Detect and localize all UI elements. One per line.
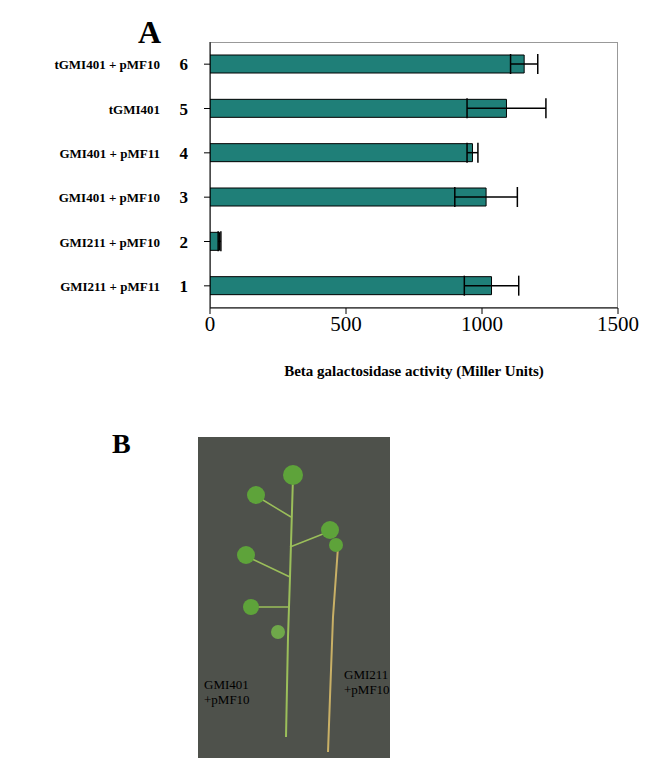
svg-text:GMI211+pMF10: GMI211+pMF10: [344, 667, 390, 697]
svg-text:500: 500: [330, 312, 362, 336]
svg-text:tGMI401: tGMI401: [109, 102, 160, 117]
svg-text:GMI401 + pMF10: GMI401 + pMF10: [59, 190, 160, 205]
svg-text:tGMI401 + pMF10: tGMI401 + pMF10: [54, 57, 160, 72]
svg-text:GMI211 + pMF11: GMI211 + pMF11: [60, 279, 160, 294]
svg-text:GMI211 + pMF10: GMI211 + pMF10: [59, 235, 160, 250]
svg-text:2: 2: [180, 233, 189, 252]
svg-text:GMI401+pMF10: GMI401+pMF10: [204, 677, 250, 707]
svg-text:3: 3: [180, 188, 189, 207]
svg-text:4: 4: [180, 144, 189, 163]
svg-text:GMI401 + pMF11: GMI401 + pMF11: [59, 146, 160, 161]
svg-text:6: 6: [180, 55, 189, 74]
html-text:A: A: [138, 14, 162, 50]
svg-text:5: 5: [180, 100, 189, 119]
svg-text:Beta galactosidase activity (M: Beta galactosidase activity (Miller Unit…: [284, 363, 544, 380]
svg-text:1: 1: [180, 277, 189, 296]
svg-text:1500: 1500: [597, 312, 639, 336]
html-text:B: B: [112, 428, 131, 459]
svg-text:0: 0: [205, 312, 216, 336]
svg-text:1000: 1000: [461, 312, 503, 336]
